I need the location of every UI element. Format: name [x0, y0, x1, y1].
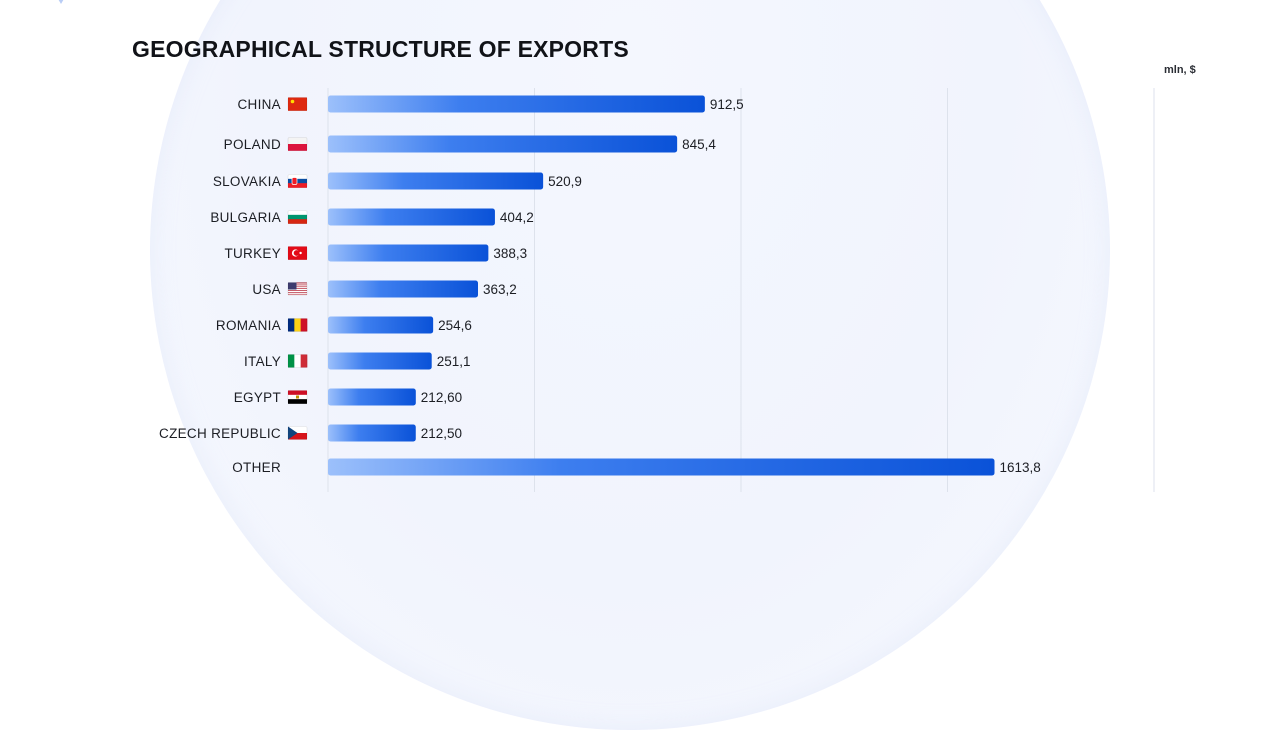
flags — [287, 97, 308, 440]
value-label: 254,6 — [438, 318, 472, 333]
bar-chart: CHINA POLAND SLOVAKIA BULGARIA TURKEY USA ROMA… — [159, 88, 1155, 492]
value-label: 363,2 — [483, 282, 517, 297]
unit-label: mln, $ — [1164, 64, 1196, 76]
bulgaria-flag-icon — [287, 210, 308, 224]
value-label: 388,3 — [493, 246, 527, 261]
category-label: BULGARIA — [210, 210, 281, 225]
value-label: 520,9 — [548, 174, 582, 189]
category-label: USA — [252, 282, 281, 297]
romania-flag-icon — [287, 318, 308, 332]
value-label: 1613,8 — [999, 460, 1040, 475]
china-flag-icon — [287, 97, 308, 111]
bar — [328, 424, 416, 442]
value-label: 212,50 — [421, 426, 462, 441]
gridlines — [327, 88, 1155, 492]
bar — [328, 208, 495, 226]
category-label: EGYPT — [234, 390, 281, 405]
value-label: 912,5 — [710, 97, 744, 112]
egypt-flag-icon — [287, 390, 308, 404]
category-labels: CHINA POLAND SLOVAKIA BULGARIA TURKEY USA ROMA… — [159, 97, 281, 475]
bar — [328, 172, 544, 190]
category-label: ITALY — [244, 354, 281, 369]
category-label: CZECH REPUBLIC — [159, 426, 281, 441]
category-label: POLAND — [224, 137, 281, 152]
turkey-flag-icon — [287, 246, 308, 260]
category-label: ROMANIA — [216, 318, 281, 333]
poland-flag-icon — [287, 137, 308, 151]
value-label: 845,4 — [682, 137, 716, 152]
category-label: TURKEY — [224, 246, 281, 261]
bar — [328, 280, 479, 298]
bar — [328, 135, 678, 153]
value-labels: 912,5 845,4 520,9 404,2 388,3 363,2 254,6 251,1… — [421, 97, 1041, 475]
chart-title: GEOGRAPHICAL STRUCTURE OF EXPORTS — [132, 36, 629, 62]
value-label: 404,2 — [500, 210, 534, 225]
bar — [328, 352, 432, 370]
logo-icon — [58, 0, 64, 4]
usa-flag-icon — [287, 282, 308, 296]
category-label: CHINA — [237, 97, 281, 112]
bar — [328, 458, 995, 476]
slovakia-flag-icon — [287, 174, 308, 188]
category-label: OTHER — [232, 460, 281, 475]
value-label: 212,60 — [421, 390, 462, 405]
category-label: SLOVAKIA — [213, 174, 281, 189]
czech-republic-flag-icon — [287, 426, 308, 440]
bar — [328, 95, 705, 113]
value-label: 251,1 — [437, 354, 471, 369]
bar — [328, 388, 416, 406]
italy-flag-icon — [287, 354, 308, 368]
bars — [328, 95, 995, 476]
bar — [328, 316, 434, 334]
bar — [328, 244, 489, 262]
